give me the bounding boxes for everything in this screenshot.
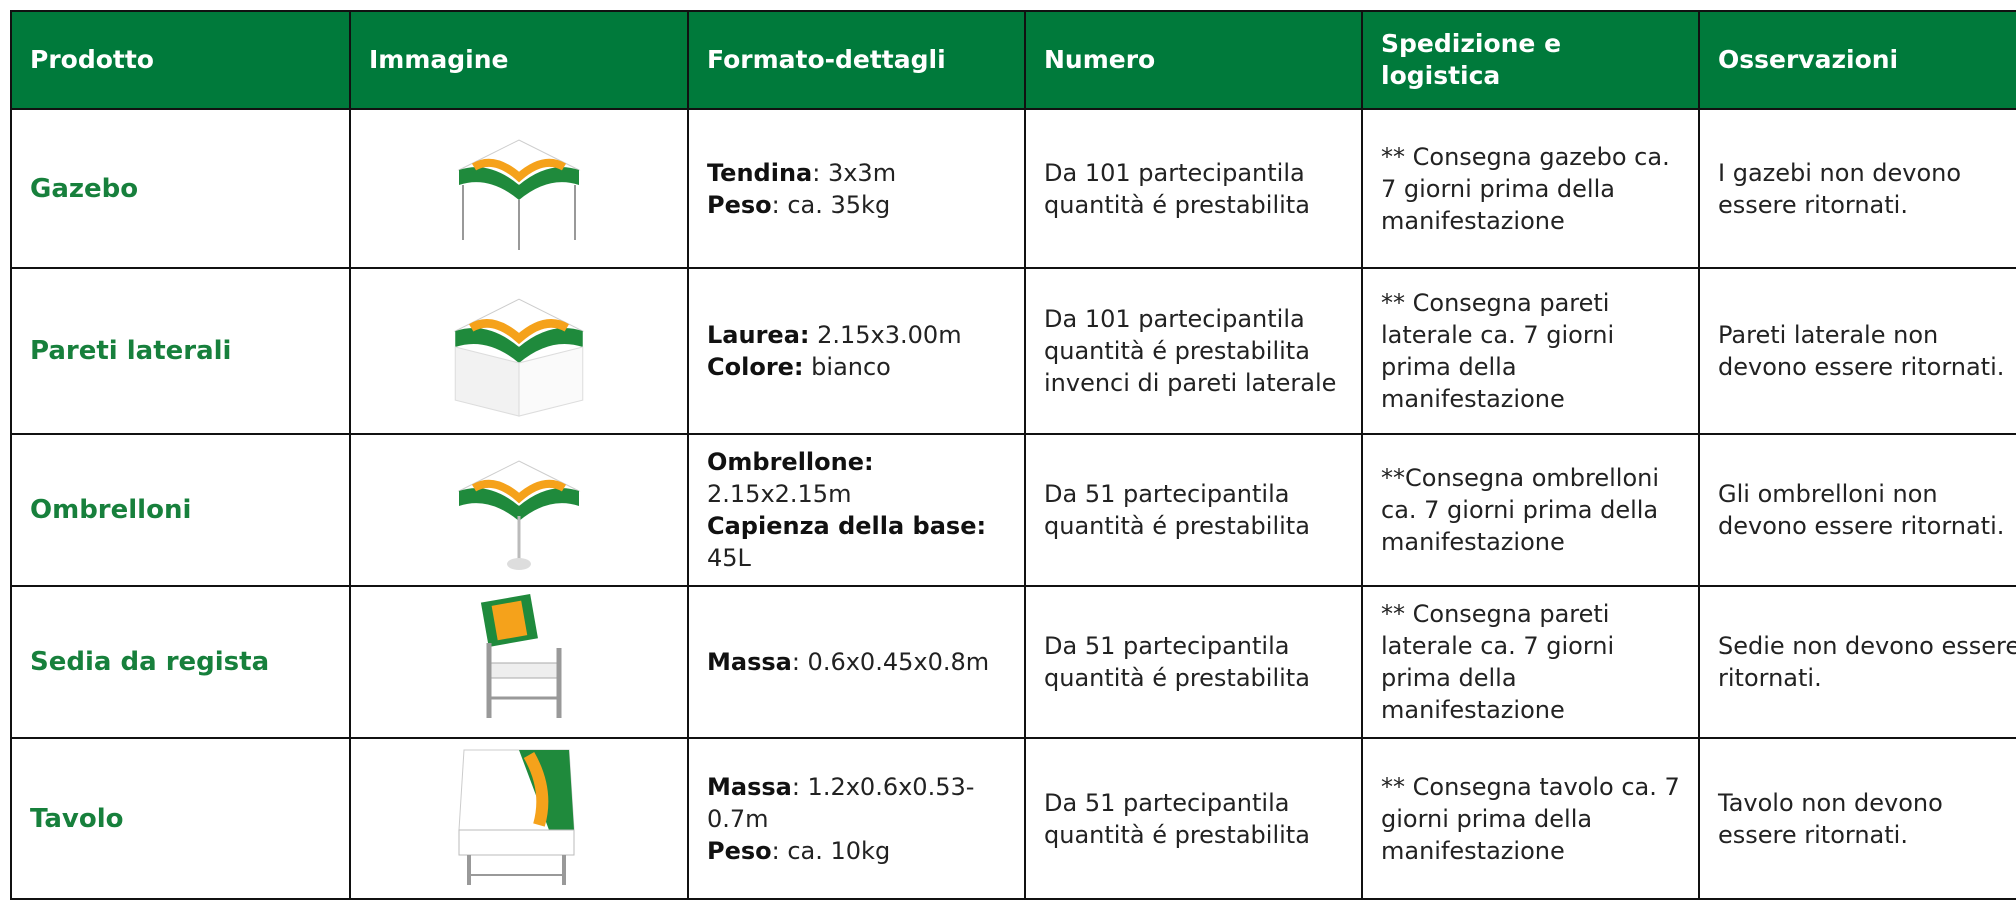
shipping: **Consegna ombrelloni ca. 7 giorni prima… — [1361, 433, 1700, 587]
number: Da 101 partecipantila quantità é prestab… — [1024, 267, 1363, 435]
shipping: ** Consegna pareti laterale ca. 7 giorni… — [1361, 585, 1700, 739]
number: Da 101 partecipantila quantità é prestab… — [1024, 108, 1363, 269]
column-header: Osservazioni — [1698, 10, 2016, 110]
column-header: Numero — [1024, 10, 1363, 110]
table-wrap: Prodotto Immagine Formato-dettagli Numero Sp… — [10, 10, 2016, 900]
detail-label: Peso — [707, 190, 772, 219]
shipping: ** Consegna tavolo ca. 7 giorni prima de… — [1361, 737, 1700, 900]
product-name: Tavolo — [10, 737, 351, 900]
shipping: ** Consegna pareti laterale ca. 7 giorni… — [1361, 267, 1700, 435]
table-body: Gazebo Tendina: 3x3m Peso: ca. 35kg Da 101 … — [10, 108, 2016, 900]
detail-value: 45L — [707, 544, 751, 572]
product-image — [349, 585, 689, 739]
detail-line: Colore: bianco — [707, 351, 1006, 383]
column-header: Prodotto — [10, 10, 351, 110]
detail-label: Massa — [707, 772, 792, 801]
number: Da 51 partecipantila quantità é prestabi… — [1024, 433, 1363, 587]
detail-label: Tendina — [707, 158, 813, 187]
detail-label: Peso — [707, 836, 772, 865]
details: Massa: 1.2x0.6x0.53-0.7m Peso: ca. 10kg — [687, 737, 1026, 900]
number: Da 51 partecipantila quantità é prestabi… — [1024, 585, 1363, 739]
notes: Pareti laterale non devono essere ritorn… — [1698, 267, 2016, 435]
product-name: Gazebo — [10, 108, 351, 269]
number: Da 51 partecipantila quantità é prestabi… — [1024, 737, 1363, 900]
details: Ombrellone: 2.15x2.15m Capienza della base… — [687, 433, 1026, 587]
detail-line: Laurea: 2.15x3.00m — [707, 319, 1006, 351]
detail-line: Massa: 0.6x0.45x0.8m — [707, 646, 1006, 678]
detail-line: 45L — [707, 542, 1006, 574]
detail-value: : 0.6x0.45x0.8m — [791, 648, 990, 676]
detail-line: 2.15x2.15m — [707, 478, 1006, 510]
detail-label: Capienza della base: — [707, 512, 987, 540]
detail-line: Peso: ca. 10kg — [707, 835, 1006, 867]
detail-value: 2.15x2.15m — [707, 480, 852, 508]
detail-line: Capienza della base: — [707, 510, 1006, 542]
notes: Tavolo non devono essere ritornati. — [1698, 737, 2016, 900]
product-name: Sedia da regista — [10, 585, 351, 739]
product-image — [349, 737, 689, 900]
table-row: Gazebo Tendina: 3x3m Peso: ca. 35kg Da 101 … — [10, 108, 2016, 269]
details: Tendina: 3x3m Peso: ca. 35kg — [687, 108, 1026, 269]
table-row: Pareti laterali Laurea: 2.15x3.00m Colore:… — [10, 267, 2016, 435]
notes: Sedie non devono essere ritornati. — [1698, 585, 2016, 739]
product-name: Pareti laterali — [10, 267, 351, 435]
detail-value: 2.15x3.00m — [809, 321, 962, 349]
column-header: Formato-dettagli — [687, 10, 1026, 110]
detail-line: Massa: 1.2x0.6x0.53-0.7m — [707, 771, 1006, 835]
detail-label: Colore: — [707, 353, 804, 381]
column-header: Immagine — [349, 10, 689, 110]
column-header: Spedizione e logistica — [1361, 10, 1700, 110]
table-row: Ombrelloni Ombrellone: 2.15x2.15m Capienza … — [10, 433, 2016, 587]
table-row: Sedia da regista Massa: 0.6x0.45x0.8m Da 5… — [10, 585, 2016, 739]
detail-value: bianco — [803, 353, 891, 381]
detail-value: : 3x3m — [812, 158, 897, 187]
shipping: ** Consegna gazebo ca. 7 giorni prima de… — [1361, 108, 1700, 269]
detail-value: : ca. 10kg — [771, 836, 891, 865]
detail-value: : 1.2x0.6x0.53-0.7m — [707, 772, 975, 833]
detail-value: : ca. 35kg — [771, 190, 891, 219]
detail-label: Ombrellone: — [707, 448, 874, 476]
detail-line: Peso: ca. 35kg — [707, 189, 1006, 221]
details: Laurea: 2.15x3.00m Colore: bianco — [687, 267, 1026, 435]
table-row: Tavolo Massa: 1.2x0.6x0.53-0.7m Peso: ca. … — [10, 737, 2016, 900]
product-name: Ombrelloni — [10, 433, 351, 587]
detail-line: Tendina: 3x3m — [707, 157, 1006, 189]
header-row: Prodotto Immagine Formato-dettagli Numero Sp… — [10, 10, 2016, 110]
notes: Gli ombrelloni non devono essere ritorna… — [1698, 433, 2016, 587]
product-table: Prodotto Immagine Formato-dettagli Numero Sp… — [10, 10, 2016, 900]
product-image — [349, 108, 689, 269]
product-image — [349, 267, 689, 435]
details: Massa: 0.6x0.45x0.8m — [687, 585, 1026, 739]
detail-label: Laurea: — [707, 321, 810, 349]
product-image — [349, 433, 689, 587]
detail-label: Massa — [707, 648, 792, 676]
notes: I gazebi non devono essere ritornati. — [1698, 108, 2016, 269]
detail-line: Ombrellone: — [707, 446, 1006, 478]
